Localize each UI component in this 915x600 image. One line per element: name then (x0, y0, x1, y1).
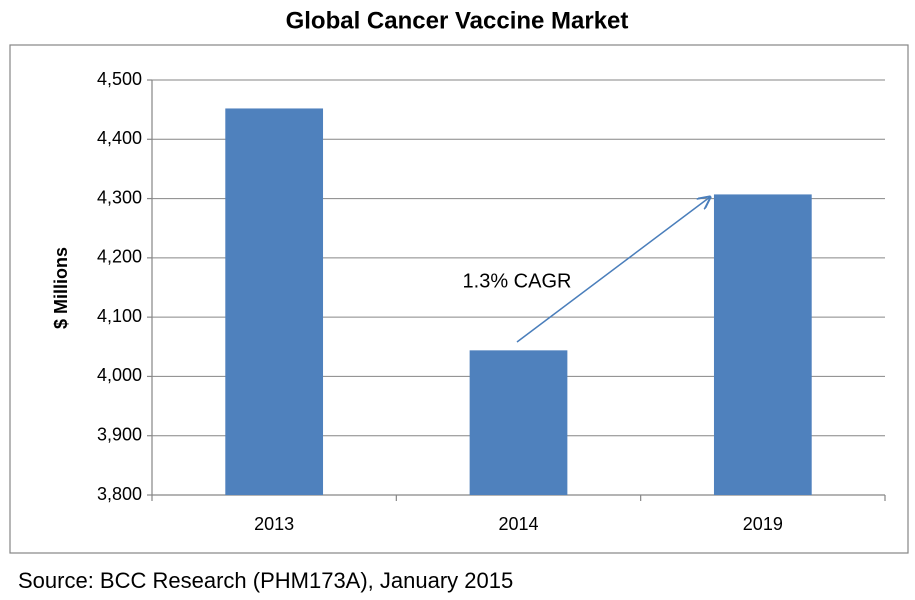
bar (469, 350, 568, 495)
x-tick-label: 2013 (254, 514, 294, 534)
y-tick-label: 3,900 (97, 424, 142, 444)
chart-title: Global Cancer Vaccine Market (286, 7, 629, 34)
x-tick-label: 2019 (743, 514, 783, 534)
y-axis-label: $ Millions (51, 247, 71, 329)
y-tick-label: 4,100 (97, 306, 142, 326)
source-note: Source: BCC Research (PHM173A), January … (18, 568, 513, 593)
annotation-arrow (516, 197, 710, 343)
y-tick-label: 4,500 (97, 69, 142, 89)
y-tick-label: 4,400 (97, 128, 142, 148)
annotation: 1.3% CAGR (463, 270, 572, 292)
y-tick-label: 4,000 (97, 365, 142, 385)
y-tick-label: 4,300 (97, 187, 142, 207)
bar (713, 194, 812, 495)
x-tick-label: 2014 (498, 514, 538, 534)
y-tick-label: 4,200 (97, 247, 142, 267)
chart-border (9, 44, 909, 554)
bar (225, 108, 324, 495)
y-tick-label: 3,800 (97, 484, 142, 504)
